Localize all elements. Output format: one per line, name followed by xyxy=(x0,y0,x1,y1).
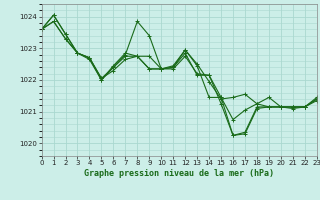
X-axis label: Graphe pression niveau de la mer (hPa): Graphe pression niveau de la mer (hPa) xyxy=(84,169,274,178)
